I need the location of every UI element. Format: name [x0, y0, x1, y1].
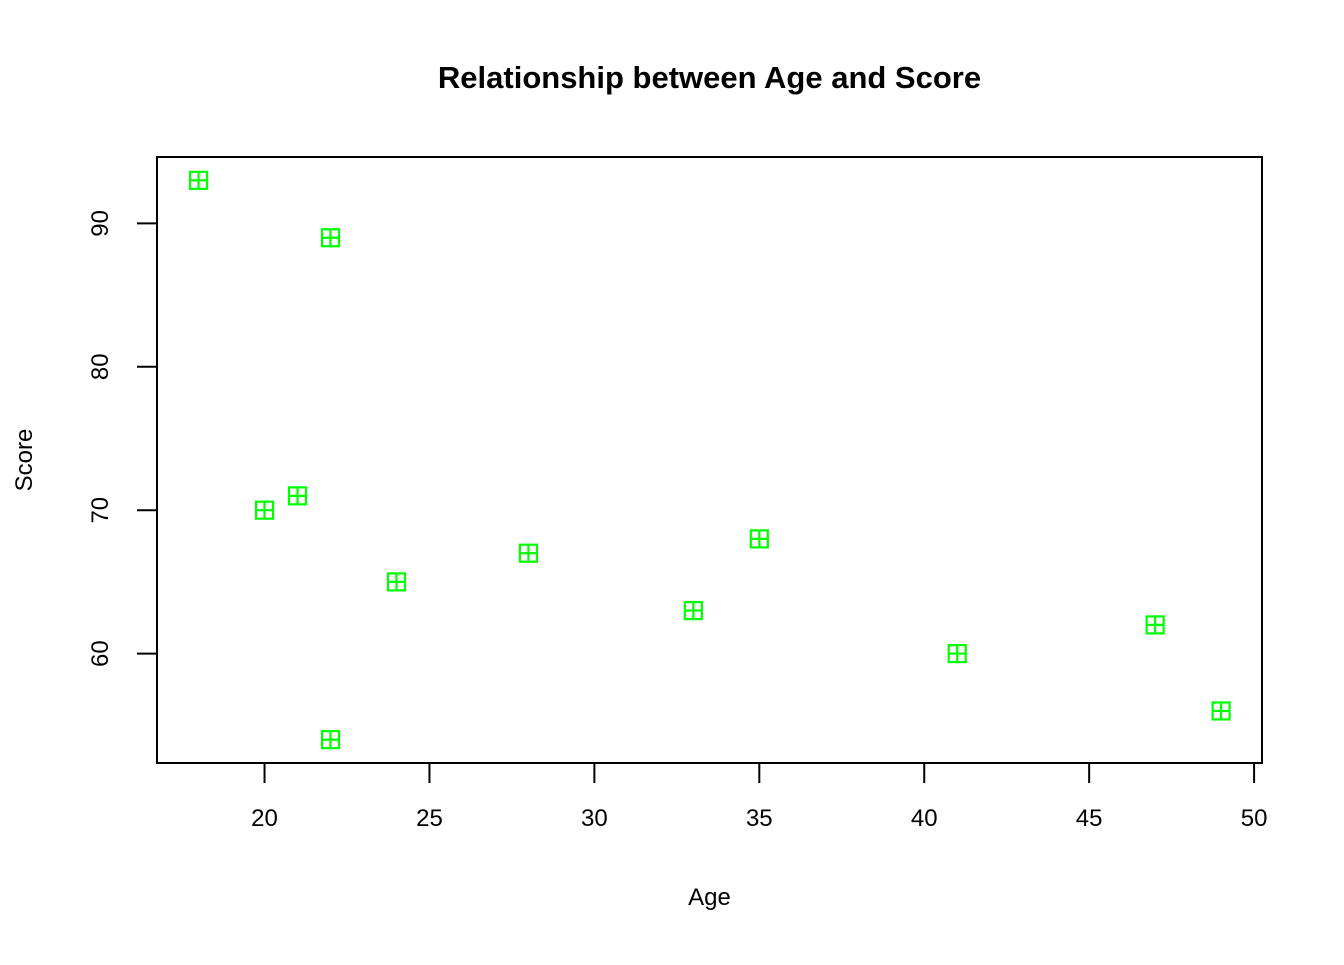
- data-point: [287, 486, 308, 506]
- y-tick-label: 90: [87, 210, 114, 237]
- data-point: [1145, 615, 1165, 635]
- plot-box: [156, 156, 1263, 764]
- y-tick-label: 60: [87, 640, 114, 667]
- x-tick-label: 20: [251, 805, 278, 832]
- x-tick-label: 45: [1076, 805, 1103, 832]
- data-point: [947, 643, 967, 664]
- y-tick-label: 80: [87, 353, 114, 380]
- x-axis-label: Age: [688, 884, 731, 911]
- y-axis-label: Score: [11, 429, 38, 492]
- data-point: [320, 730, 341, 750]
- data-point: [749, 529, 769, 549]
- data-point: [386, 572, 407, 592]
- axes-layer: 20 25 30 35 40 45 50 60 70 80 90: [87, 156, 1268, 832]
- y-tick-label: 70: [87, 497, 114, 524]
- data-point: [188, 170, 209, 190]
- chart-title: Relationship between Age and Score: [438, 60, 981, 95]
- data-point: [518, 543, 539, 563]
- data-point: [683, 600, 703, 621]
- data-point: [320, 228, 341, 248]
- x-tick-label: 50: [1241, 805, 1268, 832]
- data-point: [254, 500, 275, 520]
- x-tick-label: 30: [581, 805, 608, 832]
- data-point: [1211, 701, 1231, 721]
- data-points-layer: [188, 170, 1231, 750]
- x-tick-label: 40: [911, 805, 938, 832]
- x-tick-label: 35: [746, 805, 773, 832]
- x-tick-label: 25: [416, 805, 443, 832]
